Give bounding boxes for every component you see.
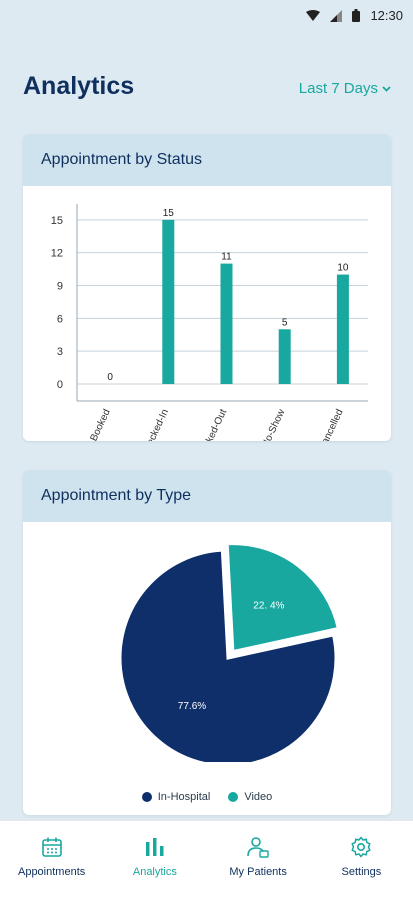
date-range-dropdown[interactable]: Last 7 Days — [299, 80, 391, 97]
tab-my-patients-label: My Patients — [229, 866, 287, 878]
header: Analytics Last 7 Days — [23, 70, 391, 110]
x-tick-label: Checked-Out — [194, 407, 229, 441]
status-bar: 12:30 — [0, 0, 413, 32]
y-tick-label: 0 — [57, 379, 63, 391]
battery-icon — [352, 9, 361, 22]
chevron-down-icon — [382, 85, 391, 92]
pie-slice-label: 22. 4% — [253, 600, 284, 611]
x-tick-label: Checked-In — [139, 408, 171, 441]
bar-value-label: 5 — [282, 317, 288, 328]
bar-checked-out — [220, 263, 233, 384]
appointment-status-card: Appointment by Status 0 3 6 9 12 15 0 Booked 15 C… — [23, 134, 391, 441]
x-tick-label: Cancelled — [317, 408, 346, 441]
pie-slice-label: 77.6% — [178, 701, 206, 712]
y-tick-label: 9 — [57, 281, 63, 293]
y-tick-label: 15 — [51, 215, 63, 227]
bar-checked-in — [162, 219, 175, 384]
pie-legend: In-Hospital Video — [23, 791, 391, 803]
bar-value-label: 10 — [337, 263, 349, 274]
y-tick-label: 6 — [57, 313, 63, 325]
page-title: Analytics — [23, 72, 135, 100]
bar-no-show — [278, 329, 291, 384]
pie-slice-in-hospital — [118, 548, 338, 768]
bar-chart-icon — [145, 838, 164, 856]
legend-label: Video — [244, 791, 273, 803]
tab-my-patients[interactable]: My Patients — [207, 821, 310, 900]
bar-cancelled — [336, 274, 349, 384]
tab-analytics[interactable]: Analytics — [103, 821, 206, 900]
bottom-tab-bar: Appointments Analytics My Patients Setti… — [0, 820, 413, 900]
bar-value-label: 11 — [221, 252, 232, 263]
bar-value-label: 0 — [107, 372, 113, 383]
status-icons: 12:30 — [306, 8, 403, 23]
signal-icon — [330, 9, 343, 22]
gear-icon — [351, 836, 371, 858]
x-tick-label: No-Show — [260, 407, 288, 441]
date-range-label: Last 7 Days — [298, 80, 378, 97]
status-time: 12:30 — [370, 8, 403, 23]
legend-label: In-Hospital — [157, 791, 211, 803]
calendar-icon — [41, 837, 62, 857]
appointment-type-card: Appointment by Type 77.6% 22. 4% In-Hospi… — [23, 470, 391, 815]
bar-value-label: 15 — [163, 208, 175, 219]
wifi-icon — [306, 9, 321, 21]
legend-item: Video — [228, 791, 272, 803]
status-card-title: Appointment by Status — [23, 134, 391, 186]
tab-settings[interactable]: Settings — [310, 821, 413, 900]
tab-appointments-label: Appointments — [17, 866, 86, 878]
pie-slice-video — [225, 542, 341, 654]
legend-dot — [228, 792, 239, 802]
y-tick-label: 3 — [57, 346, 63, 358]
legend-dot — [141, 792, 152, 802]
legend-item: In-Hospital — [141, 791, 211, 803]
type-card-title: Appointment by Type — [23, 470, 391, 522]
tab-settings-label: Settings — [341, 866, 382, 878]
tab-analytics-label: Analytics — [132, 866, 177, 878]
patients-icon — [247, 837, 269, 858]
type-pie-chart: 77.6% 22. 4% — [118, 542, 341, 768]
tab-appointments[interactable]: Appointments — [0, 821, 103, 900]
y-tick-label: 12 — [51, 248, 63, 260]
x-tick-label: Booked — [89, 408, 113, 441]
status-bar-chart: 0 3 6 9 12 15 0 Booked 15 Checked-In 11 Checked-Out… — [51, 204, 368, 441]
